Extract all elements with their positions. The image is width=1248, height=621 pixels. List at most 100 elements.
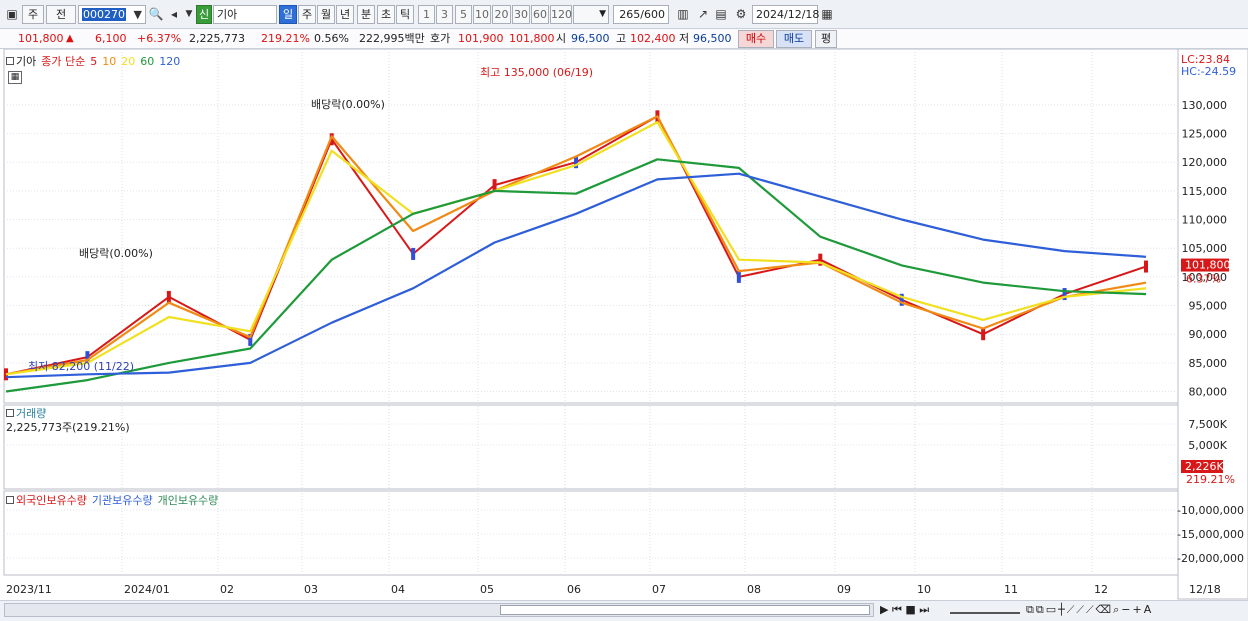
minute-preset-1[interactable]: 3	[436, 5, 453, 24]
custom-period-select[interactable]: ▼	[573, 5, 609, 24]
minute-preset-5[interactable]: 30	[512, 5, 530, 24]
holding-panel-frame	[3, 490, 1179, 576]
last-change-tag: 6.37%	[1186, 273, 1221, 286]
period-button-5[interactable]: 초	[377, 5, 395, 24]
settings-gear-icon[interactable]: ⚙	[735, 7, 747, 21]
stock-chart-svg[interactable]: 2023/11 2024/01 02 03 04 05 06 07 08 09 10 11 12 12/1…	[0, 49, 1248, 601]
zoom-search-icon[interactable]: ⌕	[1113, 603, 1122, 616]
stock-code-input[interactable]: 000270 ▼	[78, 5, 146, 24]
layout-icon[interactable]: ▭	[1045, 603, 1059, 616]
chart-area[interactable]: 2023/11 2024/01 02 03 04 05 06 07 08 09 10 11 12 12/1…	[0, 49, 1248, 621]
ma-line-120	[5, 172, 1147, 379]
draw-tools-icon[interactable]: ↗	[697, 7, 709, 21]
y-tick-label: 80,000	[1189, 386, 1228, 399]
period-button-2[interactable]: 월	[317, 5, 335, 24]
prev-button[interactable]: 전	[46, 5, 76, 24]
dividend-annotation-1: 배당락(0.00%)	[79, 247, 153, 260]
date-field[interactable]: 2024/12/18	[752, 5, 819, 24]
trend-tool-icon[interactable]: ⟋	[1076, 603, 1086, 616]
minute-preset-7[interactable]: 120	[550, 5, 572, 24]
holding-y-tick-label: -10,000,000	[1177, 504, 1244, 517]
copy-icon[interactable]: ⧉	[1035, 603, 1046, 616]
x-tick-label: 03	[304, 583, 318, 596]
period-button-4[interactable]: 분	[357, 5, 375, 24]
x-tick-label: 10	[917, 583, 931, 596]
search-icon[interactable]: 🔍	[148, 7, 164, 21]
zoom-out-icon[interactable]: −	[1121, 603, 1133, 616]
last-price-tag: 101,800	[1185, 259, 1231, 272]
stock-name-field[interactable]: 기아	[213, 5, 277, 24]
y-tick-label: 115,000	[1182, 185, 1228, 198]
bottom-tools: ⧉⧉▭┼⟋⟋⟋⌫⌕−+A	[1026, 603, 1153, 617]
high-annotation: 최고 135,000 (06/19)	[480, 66, 593, 79]
y-tick-label: 130,000	[1182, 99, 1228, 112]
chart-type-icon[interactable]: ▥	[677, 7, 689, 21]
candle	[248, 333, 253, 346]
crosshair-icon[interactable]: ┼	[1058, 603, 1067, 616]
sell-button[interactable]: 매도	[776, 30, 812, 48]
scroll-thumb[interactable]	[500, 605, 870, 615]
evaluate-button[interactable]: 평	[815, 30, 837, 48]
speaker-icon[interactable]: ◂	[170, 7, 178, 21]
y-tick-label: 100,000	[1182, 271, 1228, 284]
save-icon[interactable]: ▤	[715, 7, 727, 21]
holding-legend: 외국인보유수량 기관보유수량 개인보유수량	[6, 492, 223, 508]
volume-panel-toggle-icon[interactable]	[6, 409, 14, 417]
window-menu-icon[interactable]: ▣	[6, 7, 18, 21]
period-button-3[interactable]: 년	[336, 5, 354, 24]
data-count-field[interactable]: 265/600	[613, 5, 669, 24]
split-icon[interactable]: ⧉	[1026, 603, 1036, 616]
line-tool-icon[interactable]: ⟋	[1066, 603, 1077, 616]
x-tick-label: 2023/11	[6, 583, 52, 596]
play-icon[interactable]: ▶	[880, 603, 889, 616]
candle	[492, 179, 497, 192]
erase-icon[interactable]: ⌫	[1095, 603, 1114, 616]
price-change: 6,100	[95, 32, 127, 45]
legend-ma-4: 120	[159, 55, 181, 68]
zoom-slider[interactable]	[950, 606, 1020, 614]
lc-label: LC:23.84	[1181, 53, 1231, 66]
new-listing-badge: 신	[196, 5, 212, 24]
candle	[736, 270, 741, 283]
buy-button[interactable]: 매수	[738, 30, 774, 48]
ask-price: 101,900	[458, 32, 504, 45]
period-button-6[interactable]: 틱	[396, 5, 414, 24]
period-button-1[interactable]: 주	[298, 5, 316, 24]
volume-last-tag-bg	[1181, 460, 1223, 473]
volume-last-tag: 2,226K	[1185, 460, 1224, 473]
x-tick-label: 12	[1094, 583, 1108, 596]
ma-line-20	[5, 120, 1147, 376]
zoom-in-icon[interactable]: +	[1132, 603, 1144, 616]
volume-panel-frame	[3, 404, 1179, 490]
minute-preset-6[interactable]: 60	[531, 5, 549, 24]
minute-preset-3[interactable]: 10	[473, 5, 491, 24]
volume-title: 거래량	[16, 407, 47, 420]
period-button-0[interactable]: 일	[279, 5, 297, 24]
font-size-icon[interactable]: A	[1143, 603, 1154, 616]
price-change-pct: +6.37%	[137, 32, 182, 45]
y-tick-label: 85,000	[1189, 357, 1228, 370]
stop-icon[interactable]: ■	[905, 603, 916, 616]
ma-line-10	[5, 115, 1147, 376]
legend-ma-1: 10	[102, 55, 117, 68]
minute-preset-0[interactable]: 1	[418, 5, 435, 24]
market-mode-select[interactable]: 주	[22, 5, 44, 24]
fast-forward-icon[interactable]: ⏭	[919, 603, 930, 616]
y-tick-label: 95,000	[1189, 300, 1228, 313]
minute-preset-2[interactable]: 5	[455, 5, 472, 24]
price-panel-frame	[3, 49, 1179, 404]
x-tick-label: 06	[567, 583, 581, 596]
calendar-icon[interactable]: ▦	[821, 7, 833, 21]
grid-icon[interactable]: ▦	[8, 71, 22, 84]
panel-toggle-icon[interactable]	[6, 57, 14, 65]
minute-preset-4[interactable]: 20	[492, 5, 511, 24]
holding-y-tick-label: -20,000,000	[1177, 552, 1244, 565]
candle	[166, 290, 171, 303]
holding-panel-toggle-icon[interactable]	[6, 496, 14, 504]
rewind-icon[interactable]: ⏮	[891, 603, 902, 616]
fib-tool-icon[interactable]: ⟋	[1085, 603, 1096, 616]
volume-value-label: 2,225,773주(219.21%)	[6, 421, 130, 434]
high-label: 고	[616, 32, 627, 45]
horizontal-scrollbar[interactable]	[4, 603, 874, 617]
speaker-dropdown-icon[interactable]: ▼	[185, 9, 193, 19]
